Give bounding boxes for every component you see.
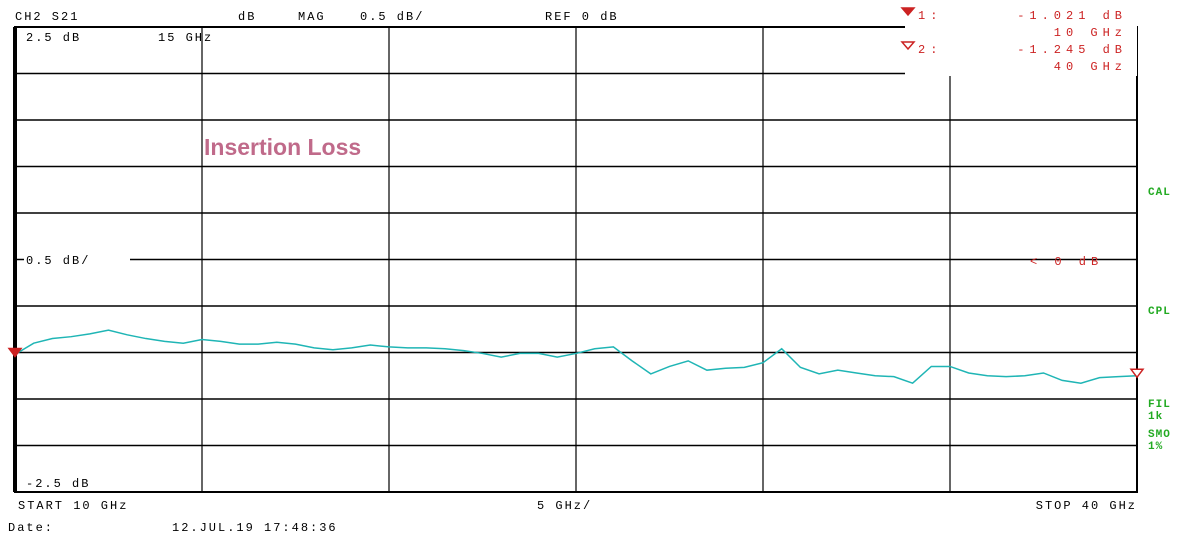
status-label: FIL	[1148, 399, 1171, 411]
bottom-label: -2.5 dB	[26, 477, 90, 491]
marker-symbol	[7, 347, 23, 358]
stop-label: STOP 40 GHz	[1036, 499, 1137, 513]
top-freq-label: 15 GHz	[158, 31, 213, 45]
format-unit: dB	[238, 10, 256, 24]
scale-label: 0.5 dB/	[26, 254, 90, 268]
reference: REF 0 dB	[545, 10, 619, 24]
date-label: Date:	[8, 521, 54, 535]
status-label: CAL	[1148, 187, 1171, 199]
marker-label: 1:	[918, 9, 942, 23]
status-label: 1%	[1148, 441, 1163, 453]
ref-label: < 0 dB	[1030, 255, 1103, 269]
status-label: SMO	[1148, 429, 1171, 441]
marker-label: 2:	[918, 43, 942, 57]
marker-icon	[900, 7, 916, 17]
format: MAG	[298, 10, 326, 24]
start-label: START 10 GHz	[18, 499, 128, 513]
step-label: 5 GHz/	[537, 499, 592, 513]
marker-value: -1.021 dB	[1017, 9, 1127, 23]
marker-freq: 40 GHz	[1054, 60, 1127, 74]
scale: 0.5 dB/	[360, 10, 424, 24]
marker-value: -1.245 dB	[1017, 43, 1127, 57]
annotation: Insertion Loss	[204, 134, 361, 160]
marker-symbol	[1129, 368, 1145, 379]
date: 12.JUL.19 17:48:36	[172, 521, 338, 535]
trace	[14, 329, 1138, 385]
label-bg	[24, 252, 130, 270]
status-label: CPL	[1148, 306, 1171, 318]
channel: CH2 S21	[15, 10, 79, 24]
marker-freq: 10 GHz	[1054, 26, 1127, 40]
marker-panel	[905, 0, 1137, 76]
top-label: 2.5 dB	[26, 31, 81, 45]
status-label: 1k	[1148, 411, 1163, 423]
marker-icon	[900, 41, 916, 51]
